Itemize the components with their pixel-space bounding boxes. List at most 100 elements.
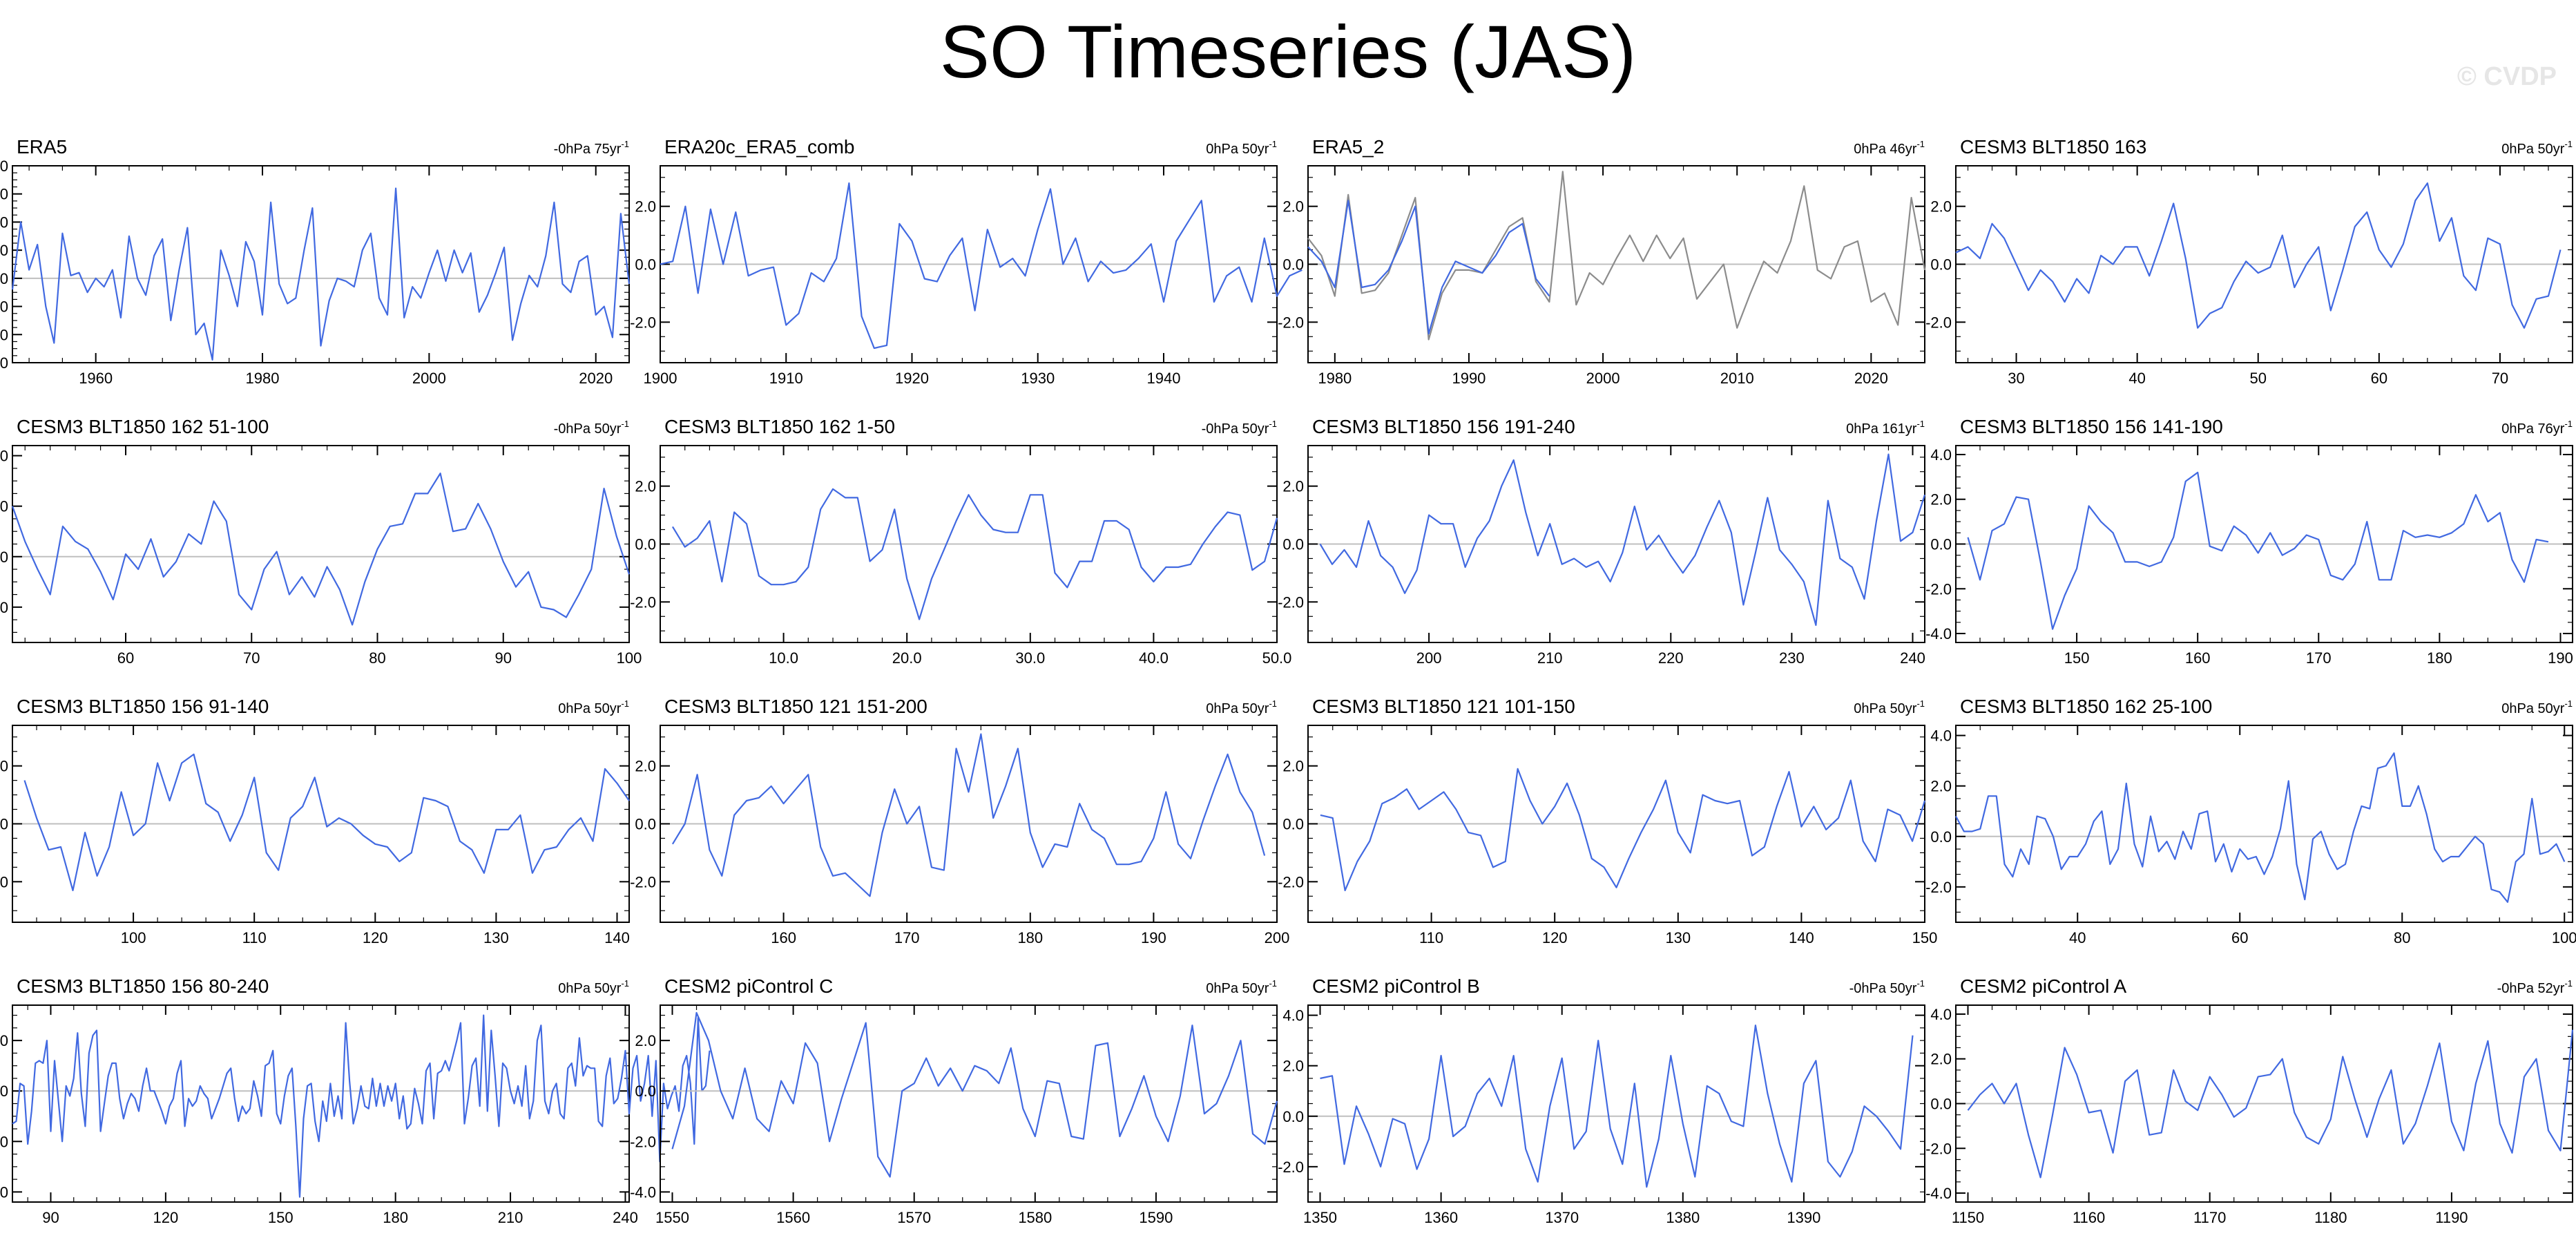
series-line bbox=[1307, 200, 1550, 335]
y-tick-label: 2.0 bbox=[1930, 1051, 1952, 1068]
x-tick-label: 70 bbox=[2492, 370, 2508, 387]
y-tick-label: 4.0 bbox=[1930, 727, 1952, 745]
y-tick-label: 2.0 bbox=[1282, 478, 1304, 495]
y-tick-label: -2.0 bbox=[0, 873, 8, 890]
y-tick-label: -2.0 bbox=[1278, 1159, 1304, 1176]
x-tick-label: 110 bbox=[1419, 929, 1443, 946]
y-tick-label: 0.0 bbox=[1930, 256, 1952, 274]
panel-units: 0hPa 50yr-1 bbox=[2501, 698, 2573, 716]
x-tick-label: 190 bbox=[1141, 929, 1166, 946]
x-tick-label: 200 bbox=[1265, 929, 1290, 946]
x-tick-label: 180 bbox=[1017, 929, 1043, 946]
panel-title: ERA5 bbox=[17, 136, 67, 158]
x-tick-label: 1190 bbox=[2435, 1209, 2468, 1226]
x-tick-label: 40 bbox=[2069, 929, 2086, 946]
x-tick-label: 1590 bbox=[1139, 1209, 1173, 1226]
panel-units: -0hPa 50yr-1 bbox=[1849, 978, 1925, 996]
y-tick-label: 0.0 bbox=[1282, 536, 1304, 553]
series-line bbox=[1307, 171, 1926, 341]
y-tick-label: -2.0 bbox=[1278, 314, 1304, 331]
panel-5: CESM3 BLT1850 162 51-100 -0hPa 50yr-1 4.0… bbox=[0, 416, 642, 667]
y-tick-label: -2.0 bbox=[0, 326, 8, 343]
x-tick-label: 120 bbox=[363, 929, 388, 946]
panel-title: CESM3 BLT1850 156 191-240 bbox=[1312, 416, 1575, 437]
x-tick-label: 180 bbox=[2427, 649, 2452, 667]
x-tick-label: 1380 bbox=[1666, 1209, 1700, 1226]
x-tick-label: 1940 bbox=[1147, 370, 1181, 387]
panel-6: CESM3 BLT1850 162 1-50 -0hPa 50yr-1 2.0 0.… bbox=[630, 416, 1291, 667]
y-tick-label: 0.0 bbox=[1282, 816, 1304, 833]
panel-title: CESM3 BLT1850 163 bbox=[1960, 136, 2146, 158]
y-tick-label: 2.0 bbox=[635, 758, 656, 775]
x-tick-label: 1390 bbox=[1787, 1209, 1820, 1226]
x-tick-label: 60 bbox=[2231, 929, 2248, 946]
y-tick-label: 0.0 bbox=[1282, 256, 1304, 274]
x-tick-label: 1360 bbox=[1424, 1209, 1458, 1226]
panel-11: CESM3 BLT1850 121 101-150 0hPa 50yr-1 2.0… bbox=[1278, 696, 1937, 946]
y-tick-label: 0.0 bbox=[0, 1083, 8, 1100]
x-tick-label: 1570 bbox=[897, 1209, 931, 1226]
series-line bbox=[23, 753, 630, 892]
y-tick-label: -3.0 bbox=[0, 354, 8, 372]
series-line bbox=[1320, 768, 1926, 892]
panel-title: CESM3 BLT1850 156 80-240 bbox=[17, 975, 269, 997]
x-tick-label: 30.0 bbox=[1015, 649, 1045, 667]
y-tick-label: 2.0 bbox=[635, 478, 656, 495]
panel-13: CESM3 BLT1850 156 80-240 0hPa 50yr-1 2.0 0… bbox=[0, 975, 711, 1226]
panel-title: CESM3 BLT1850 156 91-140 bbox=[17, 696, 269, 717]
plot-frame bbox=[1307, 1004, 1925, 1203]
series-line bbox=[660, 182, 1303, 350]
y-tick-label: 2.0 bbox=[0, 758, 8, 775]
panel-title: CESM3 BLT1850 162 25-100 bbox=[1960, 696, 2212, 717]
panel-units: 0hPa 50yr-1 bbox=[2501, 139, 2573, 157]
panel-title: CESM3 BLT1850 162 1-50 bbox=[664, 416, 895, 437]
x-tick-label: 100 bbox=[2552, 929, 2576, 946]
x-tick-label: 100 bbox=[617, 649, 642, 667]
panel-units: -0hPa 75yr-1 bbox=[554, 139, 629, 157]
y-tick-label: 0.0 bbox=[635, 256, 656, 274]
y-tick-label: 2.0 bbox=[1282, 758, 1304, 775]
y-tick-label: 4.0 bbox=[1930, 1006, 1952, 1023]
panel-title: CESM2 piControl B bbox=[1312, 975, 1480, 997]
panel-units: -0hPa 50yr-1 bbox=[1202, 419, 1277, 437]
x-tick-label: 140 bbox=[604, 929, 630, 946]
y-tick-label: 0.0 bbox=[635, 536, 656, 553]
x-tick-label: 120 bbox=[1542, 929, 1568, 946]
y-tick-label: 0.0 bbox=[0, 549, 8, 566]
x-tick-label: 60 bbox=[2371, 370, 2387, 387]
x-tick-label: 220 bbox=[1658, 649, 1684, 667]
panel-7: CESM3 BLT1850 156 191-240 0hPa 161yr-1 2.… bbox=[1278, 416, 1926, 667]
y-tick-label: -1.0 bbox=[0, 298, 8, 316]
plot-frame bbox=[12, 445, 630, 643]
panel-title: CESM3 BLT1850 121 151-200 bbox=[664, 696, 927, 717]
series-line bbox=[1955, 752, 2566, 903]
x-tick-label: 1370 bbox=[1545, 1209, 1579, 1226]
series-line bbox=[1967, 1029, 2574, 1179]
y-tick-label: -4.0 bbox=[0, 1183, 8, 1201]
x-tick-label: 30 bbox=[2008, 370, 2024, 387]
y-tick-label: -4.0 bbox=[1925, 625, 1952, 642]
x-tick-label: 120 bbox=[153, 1209, 179, 1226]
y-tick-label: 4.0 bbox=[1282, 1007, 1304, 1024]
series-line bbox=[1319, 453, 1926, 627]
x-tick-label: 1900 bbox=[644, 370, 677, 387]
x-tick-label: 2020 bbox=[579, 370, 613, 387]
x-tick-label: 1580 bbox=[1018, 1209, 1052, 1226]
series-line bbox=[1320, 1024, 1914, 1188]
panel-units: -0hPa 52yr-1 bbox=[2497, 978, 2573, 996]
panel-title: CESM2 piControl A bbox=[1960, 975, 2127, 997]
x-tick-label: 1980 bbox=[1318, 370, 1352, 387]
x-tick-label: 150 bbox=[1912, 929, 1938, 946]
series-line bbox=[1955, 182, 2561, 329]
panel-units: 0hPa 161yr-1 bbox=[1846, 419, 1925, 437]
x-tick-label: 100 bbox=[121, 929, 146, 946]
y-tick-label: -2.0 bbox=[0, 599, 8, 616]
x-tick-label: 1550 bbox=[655, 1209, 689, 1226]
y-tick-label: -2.0 bbox=[1925, 1140, 1952, 1157]
panel-title: CESM3 BLT1850 162 51-100 bbox=[17, 416, 269, 437]
panel-12: CESM3 BLT1850 162 25-100 0hPa 50yr-1 4.0 2… bbox=[1925, 696, 2576, 946]
x-tick-label: 1990 bbox=[1452, 370, 1486, 387]
series-line bbox=[11, 187, 631, 361]
panel-title: CESM3 BLT1850 121 101-150 bbox=[1312, 696, 1575, 717]
